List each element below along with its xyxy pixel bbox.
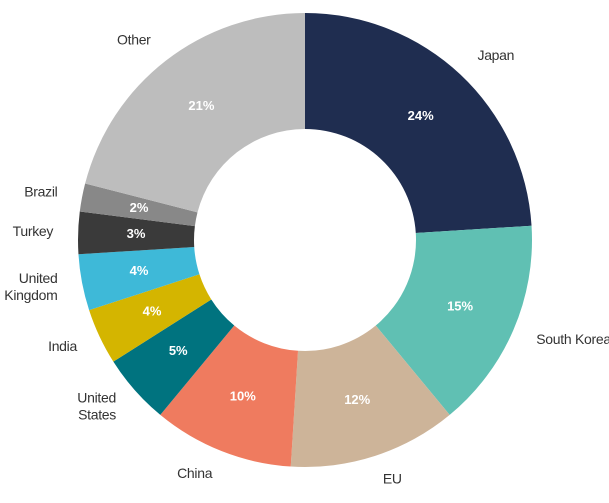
percent-label: 24% xyxy=(408,108,434,123)
donut-slice xyxy=(78,246,200,311)
percent-label: 4% xyxy=(130,263,149,278)
donut-slice xyxy=(79,183,198,227)
category-label: Brazil xyxy=(24,183,57,199)
category-label: Turkey xyxy=(13,223,54,239)
category-label: Japan xyxy=(478,47,515,63)
category-label: United Kingdom xyxy=(1,270,58,303)
category-label: China xyxy=(177,465,213,481)
percent-label: 12% xyxy=(344,392,370,407)
percent-label: 4% xyxy=(143,303,162,318)
category-label: South Korea xyxy=(536,331,609,347)
percent-label: 10% xyxy=(230,389,256,404)
donut-slice xyxy=(89,274,212,362)
percent-label: 5% xyxy=(169,343,188,358)
percent-label: 15% xyxy=(447,299,473,314)
category-label: United States xyxy=(74,389,116,422)
donut-slice xyxy=(78,211,195,255)
percent-label: 21% xyxy=(188,98,214,113)
percent-label: 2% xyxy=(130,200,149,215)
donut-slice xyxy=(305,13,532,234)
category-label: EU xyxy=(383,470,402,486)
donut-slice xyxy=(113,299,235,415)
donut-slice xyxy=(160,325,299,467)
percent-label: 3% xyxy=(127,226,146,241)
donut-slice xyxy=(375,225,532,415)
donut-slice xyxy=(85,13,305,213)
category-label: Other xyxy=(117,32,151,48)
donut-slice xyxy=(290,325,450,467)
category-label: India xyxy=(48,338,77,354)
